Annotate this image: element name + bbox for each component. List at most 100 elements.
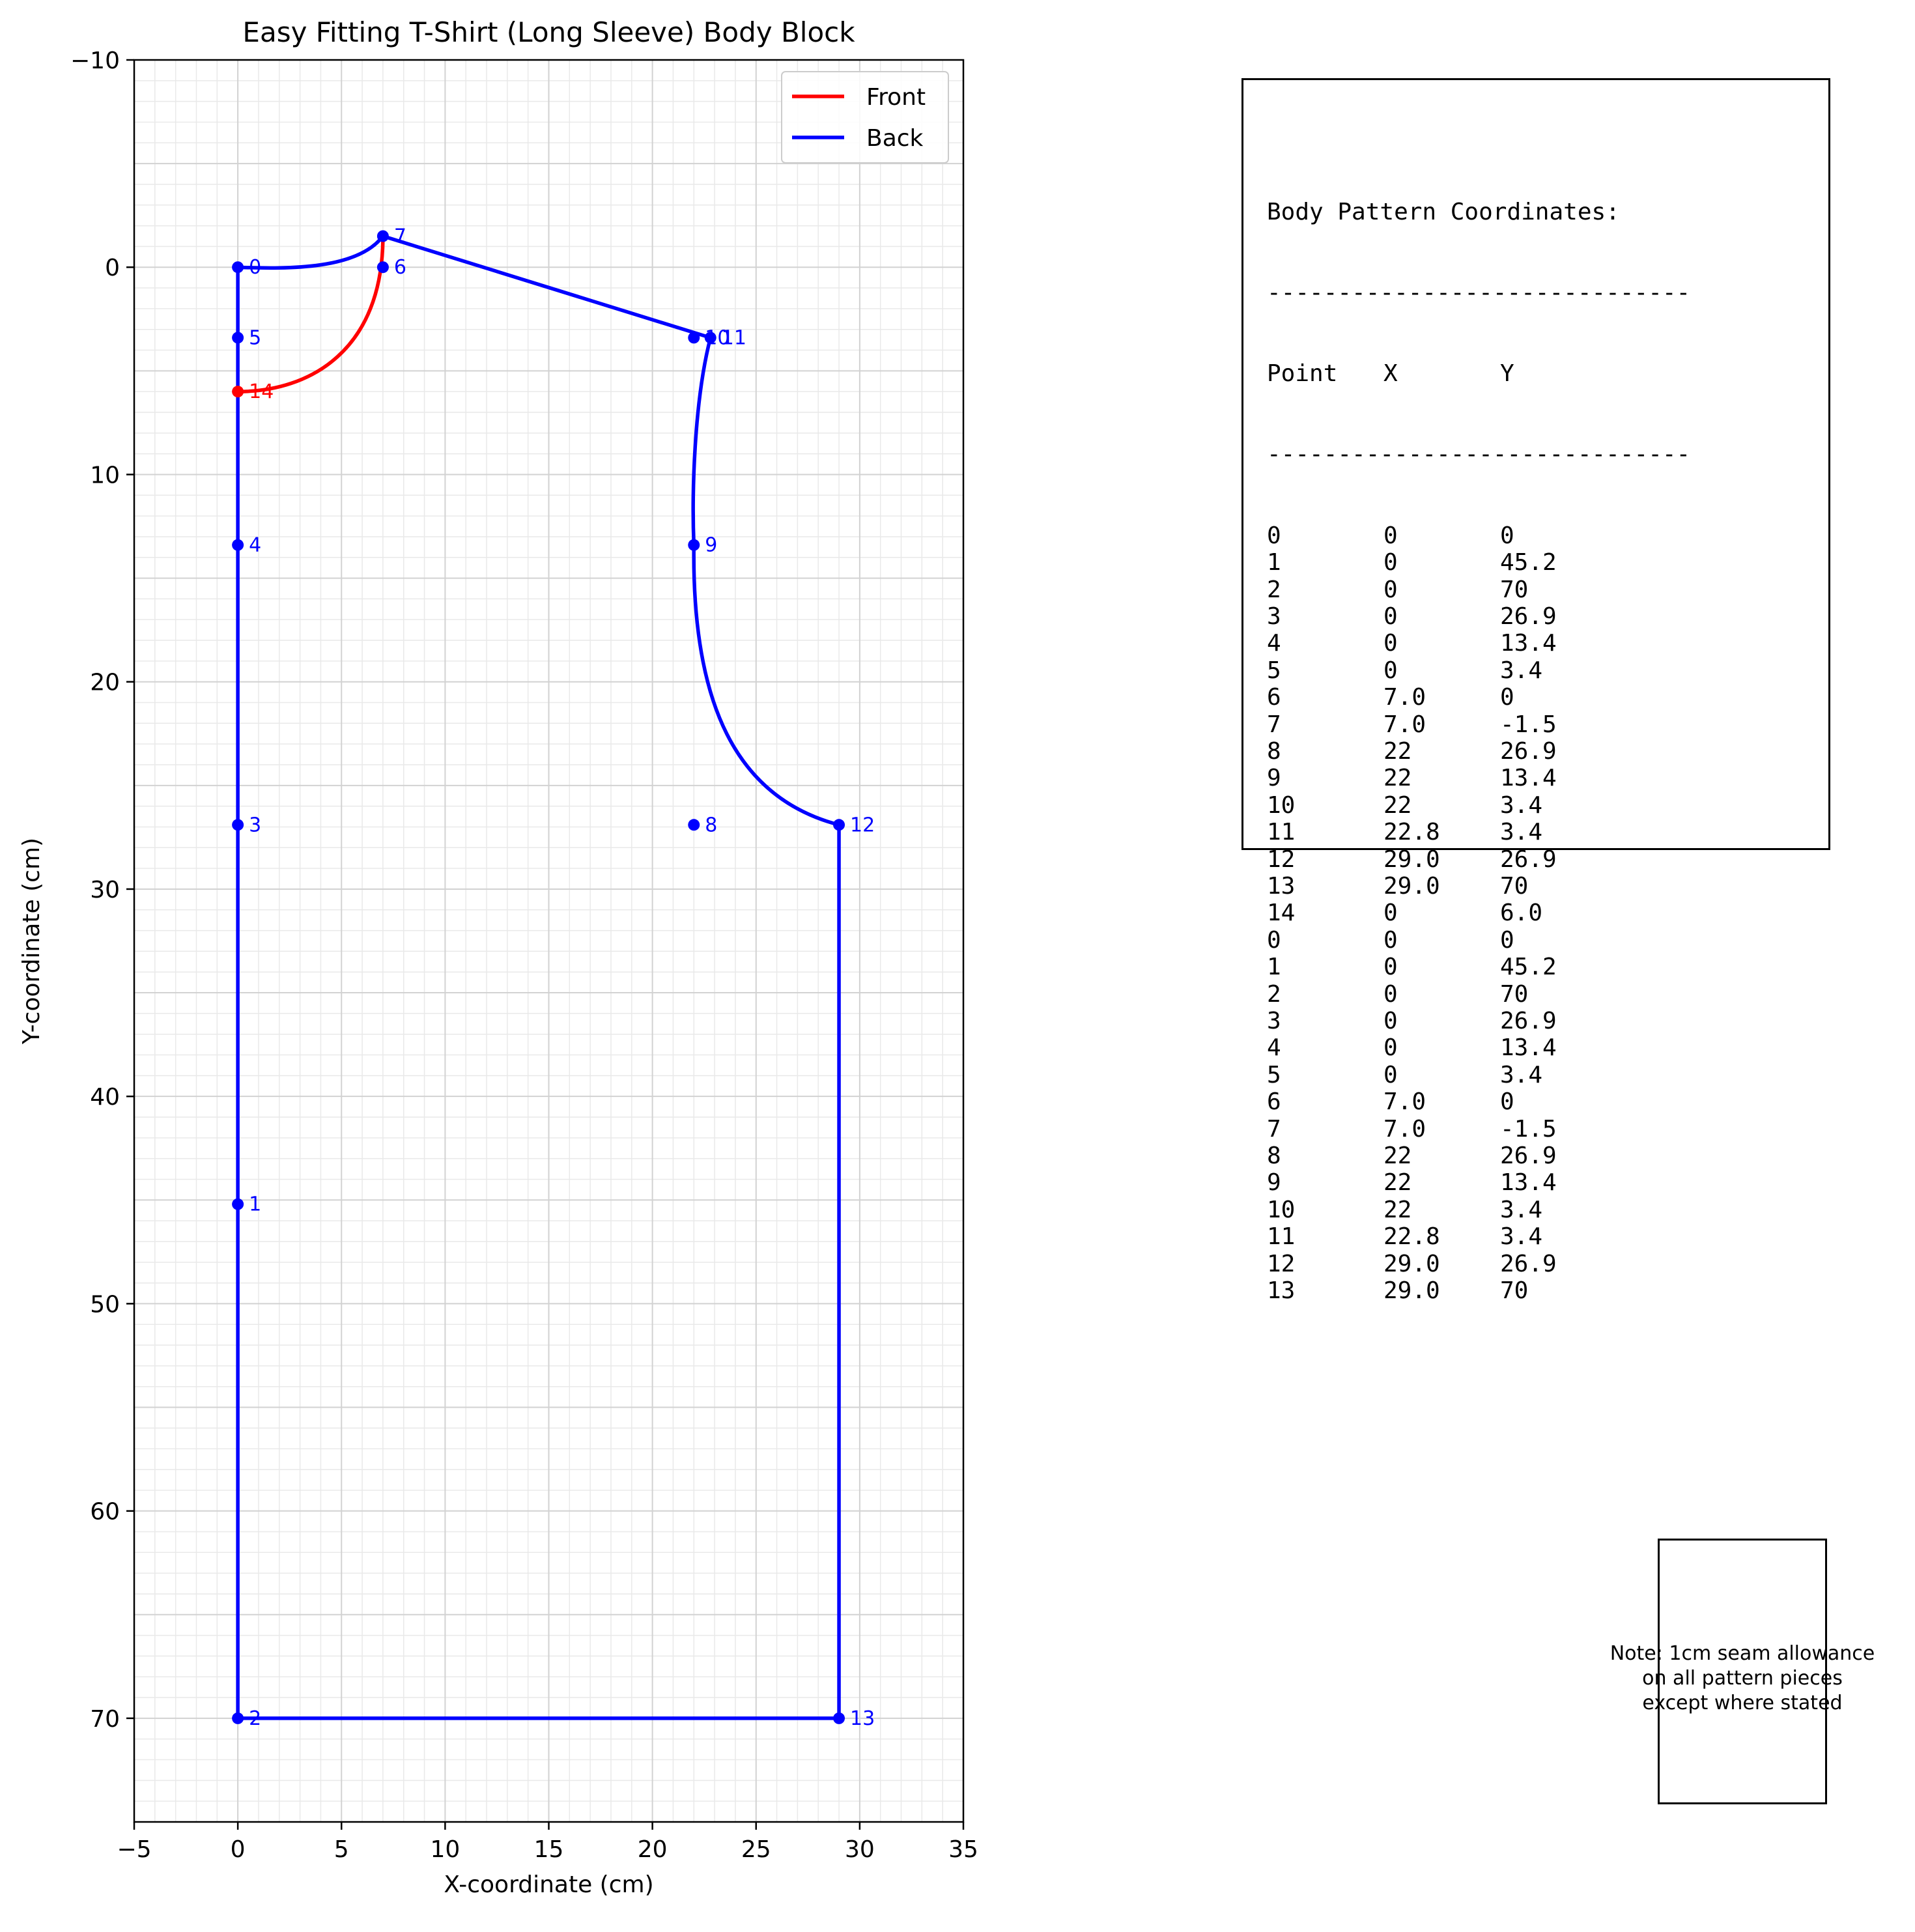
y-tick-label: −10	[70, 48, 120, 74]
pattern-point-7	[376, 230, 389, 242]
coord-point: 12	[1267, 845, 1296, 873]
coord-y: -1.5	[1500, 1115, 1557, 1143]
coord-y: 3.4	[1500, 1061, 1543, 1088]
coordinates-row: 11 22.8 3.4	[1267, 819, 1690, 845]
coord-x: 0	[1383, 1008, 1398, 1034]
coord-y: 13.4	[1500, 1034, 1557, 1062]
coord-x: 22.8	[1383, 819, 1440, 846]
pattern-point-6	[376, 261, 389, 274]
coord-point: 0	[1267, 522, 1281, 549]
coord-x: 0	[1383, 549, 1398, 576]
pattern-point-3	[232, 819, 244, 831]
chart-title: Easy Fitting T-Shirt (Long Sleeve) Body …	[242, 16, 855, 48]
coordinates-row: 12 29.0 26.9	[1267, 846, 1690, 873]
coord-y: 13.4	[1500, 630, 1557, 657]
coord-y: 3.4	[1500, 1223, 1543, 1251]
coordinates-separator: ------------------------------	[1267, 441, 1691, 468]
coord-x: 22	[1383, 1169, 1412, 1197]
coord-x: 0	[1383, 954, 1398, 981]
coord-x: 0	[1383, 900, 1398, 927]
coord-point: 1	[1267, 954, 1281, 981]
header-y: Y	[1500, 360, 1514, 388]
coord-y: 70	[1500, 872, 1529, 900]
x-tick-label: 25	[741, 1836, 771, 1863]
coord-x: 0	[1383, 630, 1398, 657]
coord-point: 6	[1267, 684, 1281, 711]
coord-x: 22	[1383, 1143, 1412, 1170]
y-axis-label: Y-coordinate (cm)	[18, 838, 45, 1045]
x-tick-label: −5	[117, 1836, 151, 1863]
pattern-point-12	[833, 819, 845, 831]
coordinates-row: 2 0 70	[1267, 981, 1690, 1008]
coord-point: 2	[1267, 576, 1281, 603]
x-tick-label: 15	[534, 1836, 564, 1863]
coordinates-rows: 0 0 0 1 0 45.2 2 0 70 3 0 26.9 4 0 13.4 5 0 3.4 6 7.0 0 7 7.0-…	[1267, 522, 1690, 1305]
coord-x: 0	[1383, 603, 1398, 630]
pattern-point-14	[232, 386, 244, 398]
coord-x: 29.0	[1383, 845, 1440, 873]
point-label-0: 0	[249, 256, 261, 279]
coord-point: 9	[1267, 765, 1281, 792]
coord-y: 0	[1500, 1088, 1514, 1116]
point-label-11: 11	[722, 326, 746, 349]
coordinates-row: 3 0 26.9	[1267, 1008, 1690, 1034]
coordinates-header-row: Point X Y	[1267, 360, 1690, 387]
coordinates-row: 3 0 26.9	[1267, 603, 1690, 630]
coordinates-row: 10 22 3.4	[1267, 792, 1690, 819]
coord-x: 29.0	[1383, 1277, 1440, 1305]
coord-point: 1	[1267, 549, 1281, 576]
coordinates-row: 7 7.0 -1.5	[1267, 711, 1690, 738]
point-label-4: 4	[249, 534, 261, 557]
coord-point: 4	[1267, 630, 1281, 657]
coordinates-row: 8 22 26.9	[1267, 1143, 1690, 1169]
y-tick-label: 30	[90, 877, 120, 903]
coordinates-row: 9 22 13.4	[1267, 1169, 1690, 1196]
coord-y: 26.9	[1500, 1250, 1557, 1277]
coord-y: 26.9	[1500, 1143, 1557, 1170]
coord-point: 4	[1267, 1034, 1281, 1062]
coord-x: 29.0	[1383, 872, 1440, 900]
y-tick-label: 10	[90, 462, 120, 489]
coord-point: 3	[1267, 1008, 1281, 1034]
coordinates-row: 7 7.0 -1.5	[1267, 1116, 1690, 1143]
coord-x: 0	[1383, 980, 1398, 1008]
pattern-point-9	[688, 539, 700, 551]
pattern-point-8	[688, 819, 700, 831]
coord-x: 0	[1383, 1061, 1398, 1088]
coord-y: 70	[1500, 980, 1529, 1008]
coord-point: 5	[1267, 1061, 1281, 1088]
coord-x: 0	[1383, 657, 1398, 684]
coord-x: 7.0	[1383, 711, 1426, 738]
y-tick-label: 70	[90, 1706, 120, 1733]
coordinates-row: 5 0 3.4	[1267, 657, 1690, 684]
coordinates-row: 4 0 13.4	[1267, 630, 1690, 657]
note-box	[1658, 1539, 1827, 1804]
coord-y: 13.4	[1500, 1169, 1557, 1197]
y-tick-label: 50	[90, 1291, 120, 1318]
coord-y: 3.4	[1500, 819, 1543, 846]
coord-x: 7.0	[1383, 1115, 1426, 1143]
coordinates-row: 10 22 3.4	[1267, 1197, 1690, 1223]
point-label-9: 9	[705, 534, 717, 557]
coord-point: 13	[1267, 872, 1296, 900]
header-x: X	[1383, 360, 1398, 388]
coordinates-row: 6 7.0 0	[1267, 1088, 1690, 1115]
coord-x: 0	[1383, 576, 1398, 603]
coord-x: 22	[1383, 737, 1412, 765]
coord-point: 11	[1267, 819, 1296, 846]
coordinates-title: Body Pattern Coordinates:	[1267, 198, 1620, 225]
coord-y: 3.4	[1500, 791, 1543, 819]
coord-point: 11	[1267, 1223, 1296, 1251]
coordinates-row: 0 0 0	[1267, 927, 1690, 954]
coord-point: 14	[1267, 900, 1296, 927]
coord-point: 0	[1267, 926, 1281, 954]
legend-label-back: Back	[866, 125, 924, 152]
coordinates-row: 4 0 13.4	[1267, 1034, 1690, 1061]
coordinates-row: 9 22 13.4	[1267, 765, 1690, 791]
coordinates-row: 12 29.0 26.9	[1267, 1251, 1690, 1277]
x-axis-label: X-coordinate (cm)	[444, 1871, 653, 1898]
legend: Front Back	[781, 71, 949, 163]
pattern-point-5	[232, 332, 244, 344]
